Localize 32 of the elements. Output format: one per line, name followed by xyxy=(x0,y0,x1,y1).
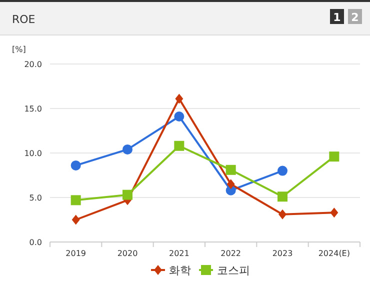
y-tick-label: 15.0 xyxy=(24,104,42,114)
point xyxy=(329,152,340,162)
y-tick-label: 5.0 xyxy=(29,194,42,202)
x-tick-label: 2021 xyxy=(168,249,190,258)
y-tick-label: 20.0 xyxy=(24,60,42,69)
point xyxy=(122,190,132,200)
legend-label: 화학 xyxy=(169,264,191,277)
point xyxy=(278,166,288,176)
point xyxy=(330,208,338,218)
point xyxy=(70,160,81,170)
point xyxy=(278,192,288,202)
legend-label: 코스피 xyxy=(217,264,250,277)
annotation: 2 xyxy=(351,11,359,24)
annotation: 1 xyxy=(333,11,341,24)
y-tick-label: 10.0 xyxy=(24,149,42,158)
point xyxy=(174,140,184,151)
x-tick-label: 2020 xyxy=(117,249,138,258)
x-tick-label: 2019 xyxy=(66,249,86,258)
x-tick-label: 2022 xyxy=(220,249,242,258)
x-tick-label: 2024(E) xyxy=(318,249,350,258)
point xyxy=(175,94,184,104)
point xyxy=(226,179,235,190)
x-tick-label: 2023 xyxy=(272,249,293,258)
title: ROE xyxy=(12,13,36,26)
point xyxy=(122,144,132,154)
point xyxy=(226,164,236,175)
point xyxy=(70,195,81,206)
point xyxy=(174,112,184,122)
y-tick-label: 0.0 xyxy=(29,238,42,247)
point xyxy=(278,209,286,220)
ylabel: [%] xyxy=(12,45,26,54)
point xyxy=(72,214,80,225)
